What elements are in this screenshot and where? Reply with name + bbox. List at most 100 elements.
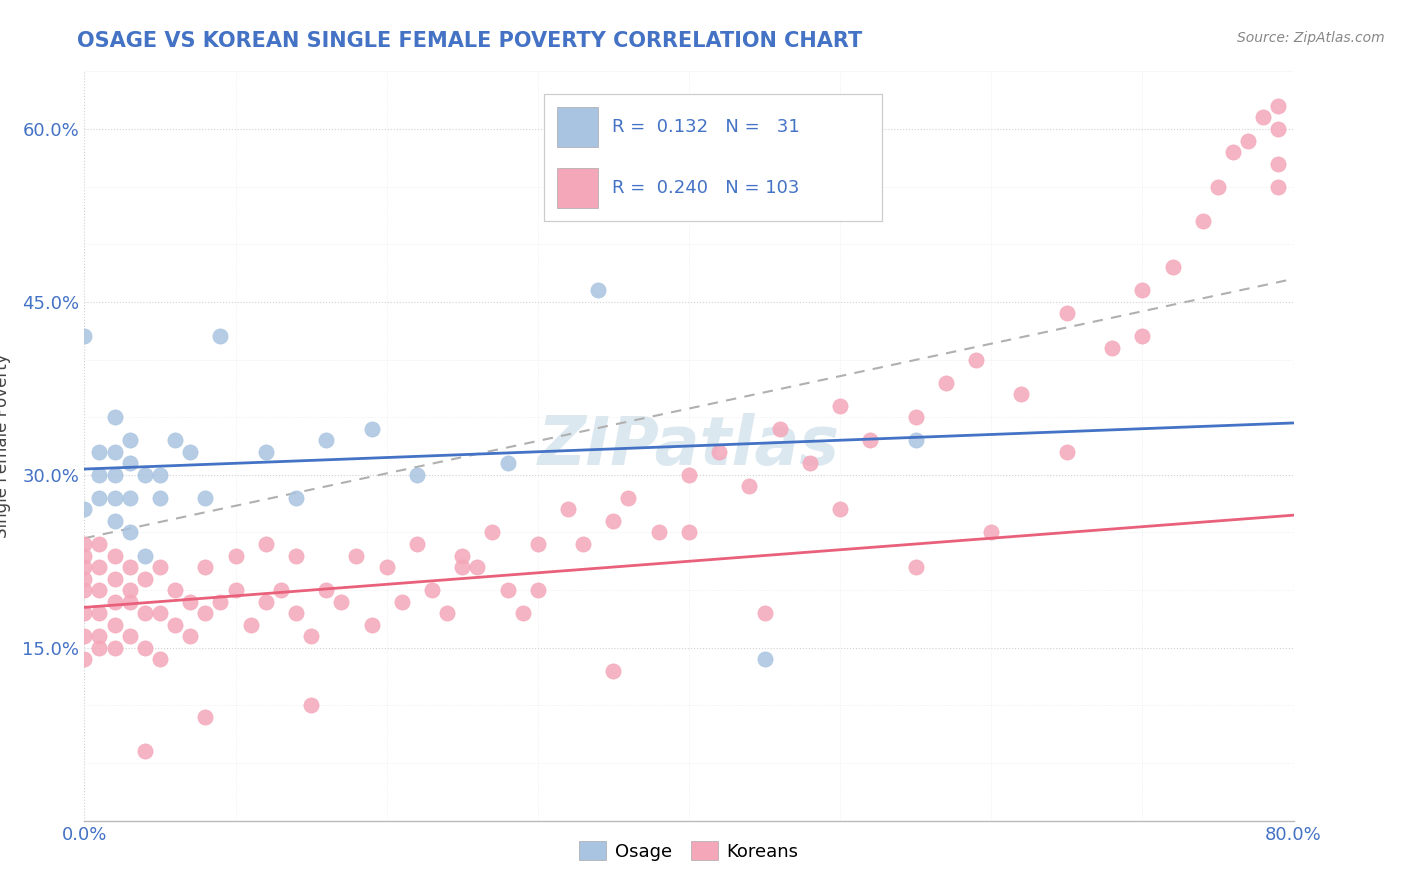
Point — [194, 560, 217, 574]
Point — [904, 560, 927, 574]
Point — [270, 583, 292, 598]
Point — [859, 434, 882, 448]
Point — [678, 467, 700, 482]
Point — [1253, 111, 1275, 125]
Point — [73, 606, 96, 620]
Point — [254, 537, 277, 551]
Point — [527, 583, 550, 598]
Point — [73, 560, 96, 574]
Point — [73, 572, 96, 586]
Point — [254, 594, 277, 608]
Point — [134, 549, 156, 563]
Point — [118, 434, 141, 448]
Point — [1161, 260, 1184, 275]
Point — [481, 525, 503, 540]
Point — [1237, 134, 1260, 148]
Point — [194, 491, 217, 505]
Point — [134, 606, 156, 620]
Point — [179, 444, 201, 458]
Point — [1130, 284, 1153, 298]
Point — [73, 502, 96, 516]
Point — [496, 583, 519, 598]
Point — [1011, 387, 1033, 401]
Point — [149, 491, 172, 505]
Point — [830, 502, 852, 516]
Point — [1267, 156, 1289, 170]
Point — [118, 560, 141, 574]
Point — [104, 444, 127, 458]
Point — [149, 606, 172, 620]
Point — [89, 583, 111, 598]
Point — [73, 329, 96, 343]
Point — [165, 583, 187, 598]
Point — [769, 422, 792, 436]
Point — [118, 583, 141, 598]
Point — [73, 652, 96, 666]
Point — [225, 549, 247, 563]
Point — [194, 606, 217, 620]
Point — [73, 583, 96, 598]
Point — [1267, 179, 1289, 194]
Point — [1101, 341, 1123, 355]
Point — [118, 594, 141, 608]
Point — [799, 456, 821, 470]
Point — [89, 640, 111, 655]
Point — [104, 467, 127, 482]
Point — [602, 664, 624, 678]
Point — [179, 594, 201, 608]
Point — [73, 549, 96, 563]
Point — [451, 549, 474, 563]
Point — [73, 537, 96, 551]
Point — [239, 617, 262, 632]
Point — [1192, 214, 1215, 228]
Point — [1222, 145, 1244, 159]
Point — [935, 376, 957, 390]
Point — [104, 617, 127, 632]
Point — [285, 549, 308, 563]
Point — [73, 629, 96, 643]
Point — [254, 444, 277, 458]
Point — [89, 491, 111, 505]
Point — [1267, 99, 1289, 113]
Point — [118, 629, 141, 643]
Point — [980, 525, 1002, 540]
Point — [299, 629, 322, 643]
Point — [830, 399, 852, 413]
Point — [738, 479, 761, 493]
Point — [709, 444, 731, 458]
Point — [965, 352, 987, 367]
Text: Source: ZipAtlas.com: Source: ZipAtlas.com — [1237, 31, 1385, 45]
Point — [330, 594, 353, 608]
Point — [1130, 329, 1153, 343]
Point — [904, 434, 927, 448]
Point — [149, 652, 172, 666]
Point — [617, 491, 640, 505]
Point — [678, 525, 700, 540]
Point — [104, 549, 127, 563]
Point — [557, 502, 579, 516]
Point — [118, 491, 141, 505]
Point — [360, 617, 382, 632]
Text: OSAGE VS KOREAN SINGLE FEMALE POVERTY CORRELATION CHART: OSAGE VS KOREAN SINGLE FEMALE POVERTY CO… — [77, 31, 862, 51]
Point — [225, 583, 247, 598]
Point — [209, 594, 232, 608]
Point — [285, 606, 308, 620]
Point — [134, 572, 156, 586]
Point — [89, 606, 111, 620]
Point — [375, 560, 398, 574]
Point — [1056, 306, 1078, 320]
Point — [391, 594, 413, 608]
Point — [588, 284, 610, 298]
Point — [104, 594, 127, 608]
Text: ZIPatlas: ZIPatlas — [538, 413, 839, 479]
Point — [315, 434, 337, 448]
Point — [165, 434, 187, 448]
Point — [315, 583, 337, 598]
Point — [527, 537, 550, 551]
Point — [165, 617, 187, 632]
Y-axis label: Single Female Poverty: Single Female Poverty — [0, 354, 11, 538]
Point — [572, 537, 595, 551]
Point — [89, 467, 111, 482]
Point — [436, 606, 458, 620]
Point — [104, 491, 127, 505]
